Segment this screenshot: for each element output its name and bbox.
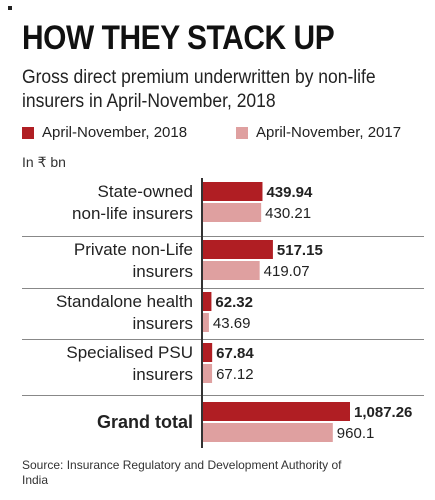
bar	[203, 261, 260, 280]
bar	[203, 182, 263, 201]
legend-label-2018: April-November, 2018	[42, 124, 188, 141]
value-label: 1,087.26	[354, 404, 412, 421]
category-label: insurers	[133, 365, 193, 384]
category-label: insurers	[133, 262, 193, 281]
corner-mark	[8, 6, 12, 10]
value-label: 419.07	[264, 263, 310, 280]
legend-label-2017: April-November, 2017	[256, 124, 402, 141]
legend-swatch-2017	[236, 126, 248, 139]
chart-subtitle: Gross direct premium underwritten by non…	[22, 67, 376, 112]
bar	[203, 364, 213, 383]
bar	[203, 423, 333, 442]
category-label: insurers	[133, 314, 193, 333]
bar	[203, 343, 213, 362]
chart-title: HOW THEY STACK UP	[22, 19, 335, 57]
bar	[203, 240, 273, 259]
bar	[203, 313, 209, 332]
category-label: Grand total	[97, 412, 193, 432]
legend-swatch-2018	[22, 126, 34, 139]
unit-label: In ₹ bn	[22, 154, 66, 170]
legend-item-2017: April-November, 2017	[236, 124, 401, 141]
bar	[203, 402, 350, 421]
category-label: State-owned	[98, 182, 193, 201]
value-label: 62.32	[215, 294, 253, 311]
bar	[203, 292, 212, 311]
value-label: 960.1	[337, 425, 375, 442]
value-label: 43.69	[213, 315, 251, 332]
divider-4	[22, 395, 424, 396]
source-note: Source: Insurance Regulatory and Develop…	[22, 458, 342, 487]
value-label: 430.21	[265, 205, 311, 222]
divider-2	[22, 288, 424, 289]
category-label: Standalone health	[56, 292, 193, 311]
category-label: non-life insurers	[72, 204, 193, 223]
divider-1	[22, 236, 424, 237]
value-label: 67.84	[216, 345, 254, 362]
category-label: Private non-Life	[74, 240, 193, 259]
category-label: Specialised PSU	[66, 343, 193, 362]
bar	[203, 203, 262, 222]
value-label: 439.94	[266, 184, 313, 201]
legend-item-2018: April-November, 2018	[22, 124, 187, 141]
category-axis	[201, 178, 203, 448]
divider-3	[22, 339, 424, 340]
value-label: 67.12	[216, 366, 254, 383]
value-label: 517.15	[277, 242, 323, 259]
